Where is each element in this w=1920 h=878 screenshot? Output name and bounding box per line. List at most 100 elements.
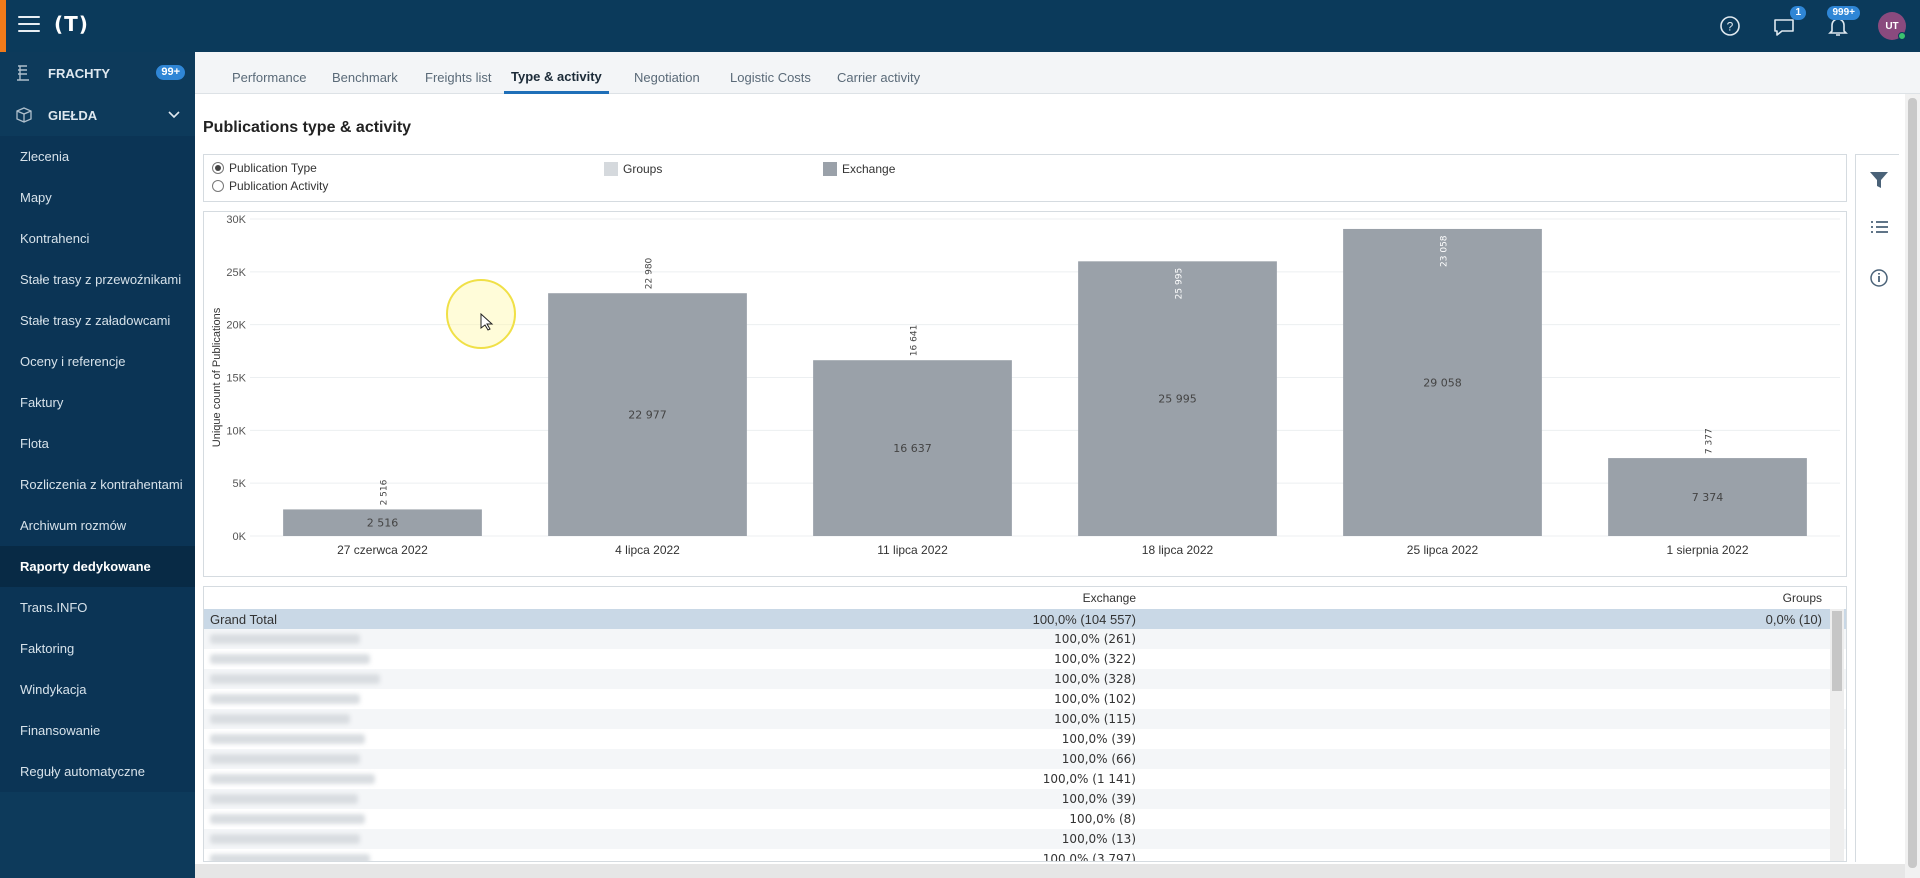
table-row[interactable]: 100,0% (322) [204, 649, 1846, 669]
info-icon[interactable] [1868, 267, 1890, 289]
table-row[interactable]: 100,0% (261) [204, 629, 1846, 649]
cell-exchange: 100,0% (322) [1054, 652, 1136, 666]
frachty-badge: 99+ [156, 65, 185, 80]
radio-label: Publication Type [229, 161, 317, 175]
sidebar-item-mapy[interactable]: Mapy [20, 190, 52, 205]
bar-total-label: 2 516 [380, 479, 390, 505]
radio-indicator [212, 180, 224, 192]
table-row[interactable]: 100,0% (39) [204, 729, 1846, 749]
sidebar-item-stale-trasy-przewoznicy[interactable]: Stałe trasy z przewoźnikami [20, 272, 182, 287]
sidebar-section-gielda[interactable]: GIEŁDA [0, 94, 195, 136]
legend-exchange[interactable]: Exchange [823, 162, 895, 176]
report-tabs: Performance Benchmark Freights list Type… [195, 52, 1920, 94]
chart-bar[interactable] [1078, 261, 1277, 536]
column-header-exchange[interactable]: Exchange [1082, 591, 1136, 605]
table-row-grand-total[interactable]: Grand Total 100,0% (104 557) 0,0% (10) [204, 609, 1846, 629]
sidebar-item-stale-trasy-zaladowcy[interactable]: Stałe trasy z załadowcami [20, 313, 171, 328]
app-logo[interactable]: (T) [54, 12, 89, 36]
y-axis-label: Unique count of Publications [211, 307, 223, 447]
column-header-groups[interactable]: Groups [1782, 591, 1822, 605]
tab-freights-list[interactable]: Freights list [425, 70, 492, 85]
tab-benchmark[interactable]: Benchmark [332, 70, 398, 85]
avatar[interactable]: UT [1878, 12, 1906, 40]
chart-controls: Publication Type Publication Activity Gr… [203, 154, 1847, 202]
sidebar-item-finansowanie[interactable]: Finansowanie [20, 723, 101, 738]
y-tick-label: 0K [233, 531, 247, 543]
radio-publication-activity[interactable]: Publication Activity [212, 179, 328, 193]
sidebar: FRACHTY 99+ GIEŁDA Zlecenia Mapy Kontrah… [0, 52, 195, 878]
horizontal-scrollbar[interactable] [195, 864, 1905, 878]
redacted-row-label [210, 834, 360, 844]
help-icon[interactable]: ? [1716, 12, 1744, 40]
sidebar-section-label: FRACHTY [48, 65, 111, 81]
table-row[interactable]: 100,0% (8) [204, 809, 1846, 829]
bar-total-label: 16 641 [910, 325, 920, 357]
bar-value-label: 29 058 [1423, 376, 1462, 389]
tab-performance[interactable]: Performance [232, 70, 307, 85]
x-category-label: 4 lipca 2022 [615, 543, 680, 557]
redacted-row-label [210, 854, 370, 861]
sidebar-item-flota[interactable]: Flota [20, 436, 49, 451]
sidebar-item-kontrahenci[interactable]: Kontrahenci [20, 231, 90, 246]
legend-groups[interactable]: Groups [604, 162, 662, 176]
messages-icon[interactable]: 1 [1770, 6, 1806, 40]
table-scrollbar[interactable] [1830, 609, 1844, 861]
table-row[interactable]: 100,0% (115) [204, 709, 1846, 729]
table-header: Exchange Groups [204, 587, 1846, 609]
redacted-row-label [210, 674, 380, 684]
mouse-cursor-icon [480, 313, 494, 331]
sidebar-item-rozliczenia[interactable]: Rozliczenia z kontrahentami [20, 477, 183, 492]
table-row[interactable]: 100,0% (102) [204, 689, 1846, 709]
tab-logistic-costs[interactable]: Logistic Costs [730, 70, 811, 85]
sidebar-item-oceny[interactable]: Oceny i referencje [20, 354, 126, 369]
bar-total-label: 22 980 [645, 257, 655, 289]
sidebar-item-zlecenia[interactable]: Zlecenia [20, 149, 70, 164]
sidebar-submenu: Zlecenia Mapy Kontrahenci Stałe trasy z … [0, 136, 195, 792]
chart-canvas: 0K 5K 10K 15K 20K 25K 30K Unique count of Publi… [211, 214, 1840, 557]
chevron-down-icon [168, 111, 180, 119]
table-row[interactable]: 100,0% (3 797) [204, 849, 1846, 862]
results-table: Exchange Groups Grand Total 100,0% (104 … [203, 586, 1847, 862]
cell-exchange: 100,0% (104 557) [1032, 612, 1136, 627]
notifications-icon[interactable]: 999+ [1824, 6, 1860, 40]
cell-exchange: 100,0% (39) [1061, 732, 1136, 746]
table-row[interactable]: 100,0% (328) [204, 669, 1846, 689]
page-scrollbar[interactable] [1905, 94, 1920, 878]
filter-icon[interactable] [1868, 169, 1890, 191]
accent-strip [0, 0, 6, 52]
tab-type-activity[interactable]: Type & activity [504, 52, 609, 94]
tool-rail [1855, 154, 1899, 862]
online-status-dot [1898, 32, 1906, 40]
y-tick-label: 25K [226, 267, 246, 279]
list-icon[interactable] [1868, 217, 1890, 239]
sidebar-item-archiwum[interactable]: Archiwum rozmów [20, 518, 127, 533]
legend-swatch [604, 162, 618, 176]
sidebar-item-faktury[interactable]: Faktury [20, 395, 64, 410]
tab-carrier-activity[interactable]: Carrier activity [837, 70, 921, 85]
sidebar-item-reguly[interactable]: Reguły automatyczne [20, 764, 146, 779]
sidebar-section-frachty[interactable]: FRACHTY 99+ [0, 52, 195, 94]
tab-negotiation[interactable]: Negotiation [634, 70, 700, 85]
chart-bar[interactable] [1343, 228, 1542, 536]
cell-groups: 0,0% (10) [1765, 612, 1822, 627]
chart-bar[interactable] [813, 360, 1012, 536]
sidebar-item-raporty[interactable]: Raporty dedykowane [0, 546, 195, 587]
table-row[interactable]: 100,0% (13) [204, 829, 1846, 849]
cell-exchange: 100,0% (3 797) [1042, 852, 1136, 862]
x-category-label: 1 sierpnia 2022 [1666, 543, 1748, 557]
chart-bar[interactable] [283, 509, 482, 536]
freight-icon [17, 65, 29, 81]
table-row[interactable]: 100,0% (66) [204, 749, 1846, 769]
chart-bar[interactable] [1608, 458, 1807, 536]
menu-icon[interactable] [18, 16, 40, 34]
chart-bar[interactable] [548, 293, 747, 536]
radio-publication-type[interactable]: Publication Type [212, 161, 317, 175]
sidebar-item-transinfo[interactable]: Trans.INFO [20, 600, 88, 615]
sidebar-item-faktoring[interactable]: Faktoring [20, 641, 75, 656]
svg-text:?: ? [1727, 20, 1734, 34]
radio-indicator [212, 162, 224, 174]
sidebar-item-windykacja[interactable]: Windykacja [20, 682, 87, 697]
table-row[interactable]: 100,0% (1 141) [204, 769, 1846, 789]
redacted-row-label [210, 634, 360, 644]
table-row[interactable]: 100,0% (39) [204, 789, 1846, 809]
